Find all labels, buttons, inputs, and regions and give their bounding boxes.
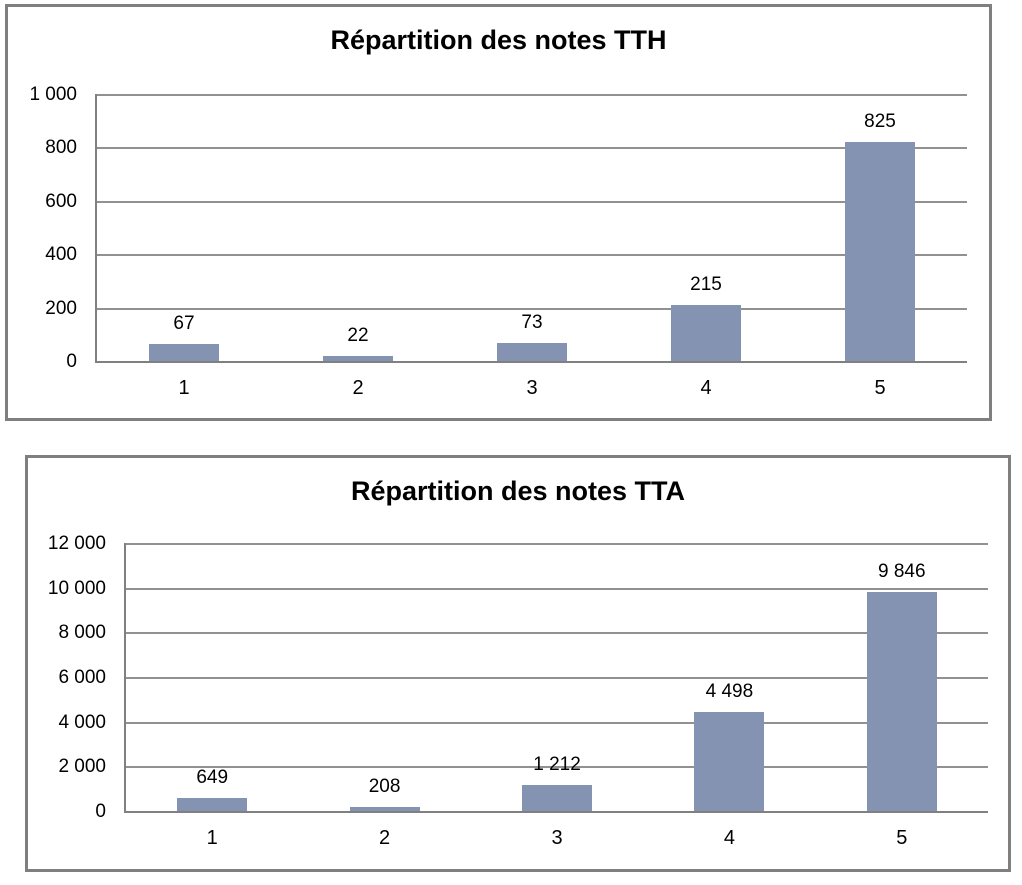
y-tick-label: 600 bbox=[45, 190, 77, 212]
x-category-label: 4 bbox=[700, 377, 712, 399]
bar-value-label: 208 bbox=[368, 776, 401, 797]
bar bbox=[177, 798, 248, 812]
x-category-label: 5 bbox=[896, 827, 908, 849]
y-axis-line bbox=[124, 543, 126, 813]
y-tick-label: 800 bbox=[45, 137, 77, 159]
y-tick-label: 400 bbox=[45, 244, 77, 266]
x-axis-line bbox=[95, 361, 967, 363]
bar-value-label: 825 bbox=[864, 111, 896, 132]
bar-value-label: 9 846 bbox=[878, 561, 926, 582]
x-category-label: 3 bbox=[551, 827, 563, 849]
x-category-label: 5 bbox=[874, 377, 886, 399]
chart-tth: Répartition des notes TTH 0 200 400 600 800 1… bbox=[5, 4, 992, 421]
x-category-label: 1 bbox=[178, 377, 190, 399]
x-axis-line bbox=[124, 811, 988, 813]
gridline bbox=[97, 200, 967, 203]
bar bbox=[497, 343, 567, 362]
bar-value-label: 22 bbox=[347, 325, 369, 346]
chart-title: Répartition des notes TTA bbox=[350, 476, 686, 506]
gridline bbox=[126, 677, 988, 679]
chart-tta: Répartition des notes TTA 0 2 000 4 000 6 0… bbox=[25, 455, 1011, 872]
gridline bbox=[97, 307, 967, 310]
y-tick-label: 6 000 bbox=[58, 667, 106, 688]
y-tick-label: 0 bbox=[66, 351, 77, 372]
chart-title: Répartition des notes TTH bbox=[330, 25, 667, 55]
bar-value-label: 67 bbox=[173, 313, 195, 334]
y-tick-label: 8 000 bbox=[58, 622, 106, 644]
y-tick-label: 4 000 bbox=[58, 711, 106, 733]
bar-value-label: 649 bbox=[196, 767, 229, 788]
x-category-label: 1 bbox=[206, 827, 218, 849]
bar bbox=[349, 807, 420, 812]
y-tick-label: 200 bbox=[45, 297, 77, 319]
gridline bbox=[97, 94, 967, 96]
bar bbox=[671, 305, 741, 362]
bar-value-label: 215 bbox=[690, 274, 722, 295]
bar bbox=[149, 344, 219, 362]
x-category-label: 4 bbox=[723, 827, 735, 849]
gridline bbox=[126, 587, 988, 590]
y-axis-line bbox=[95, 94, 97, 363]
bar bbox=[694, 712, 765, 812]
bar bbox=[323, 356, 393, 362]
gridline bbox=[126, 543, 988, 545]
y-tick-label: 10 000 bbox=[47, 577, 106, 599]
bar-value-label: 73 bbox=[521, 312, 543, 333]
gridline bbox=[126, 766, 988, 769]
gridline bbox=[97, 254, 967, 257]
bar bbox=[866, 592, 937, 812]
bar bbox=[845, 142, 915, 362]
x-category-label: 3 bbox=[526, 377, 538, 399]
y-tick-label: 2 000 bbox=[58, 756, 106, 778]
bar-value-label: 4 498 bbox=[705, 681, 754, 702]
gridline bbox=[126, 721, 988, 724]
gridline bbox=[126, 632, 988, 635]
x-category-label: 2 bbox=[352, 377, 364, 399]
bar bbox=[522, 785, 592, 812]
y-tick-label: 1 000 bbox=[29, 84, 77, 105]
bar-value-label: 1 212 bbox=[533, 754, 581, 775]
y-tick-label: 0 bbox=[95, 801, 106, 822]
x-category-label: 2 bbox=[379, 827, 391, 849]
gridline bbox=[97, 147, 967, 150]
y-tick-label: 12 000 bbox=[47, 533, 106, 554]
